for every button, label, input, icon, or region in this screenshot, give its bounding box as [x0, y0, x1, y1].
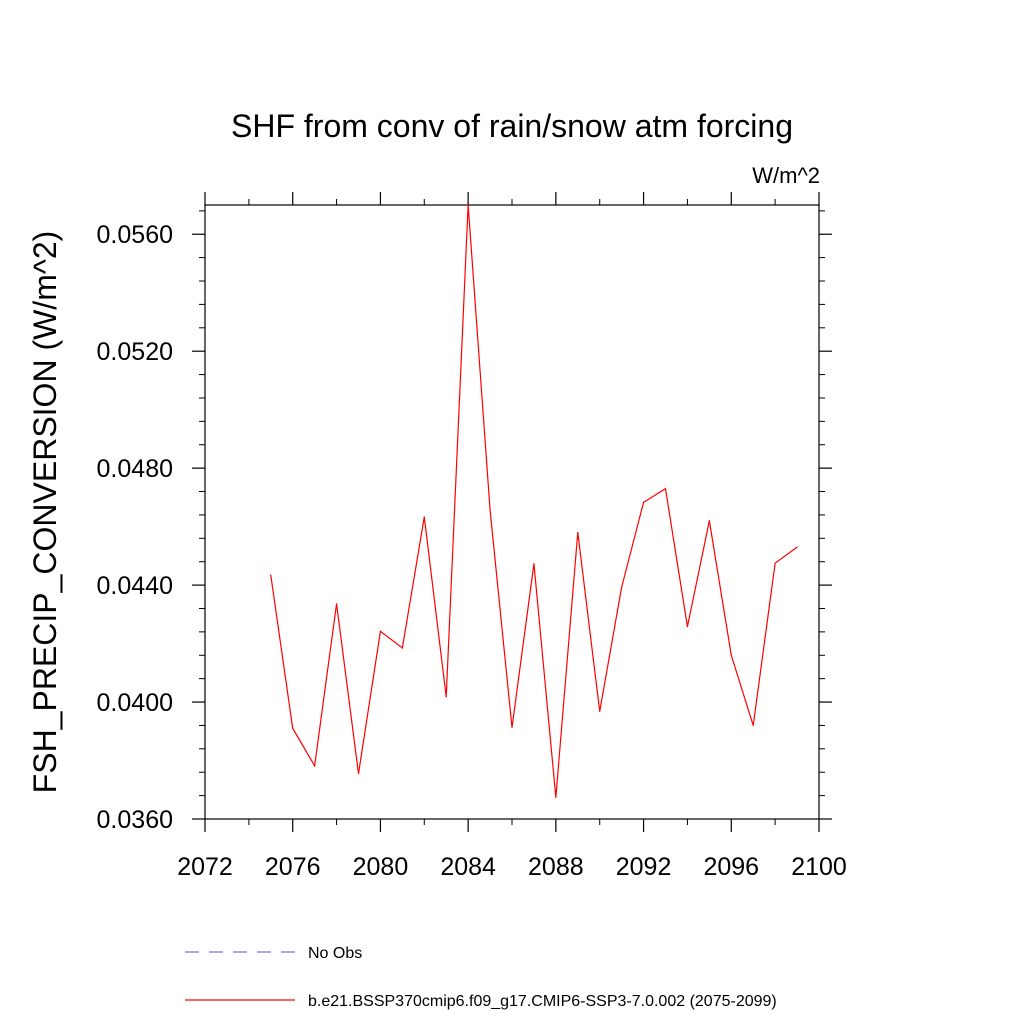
axis-ticks	[192, 192, 832, 832]
data-point	[730, 654, 732, 656]
data-point	[708, 520, 710, 522]
axis-tick-labels: 2072 2076 2080 2084 2088 2092 2096 2100 0.0360 0.…	[97, 221, 847, 881]
legend: No Obs b.e21.BSSP370cmip6.f09_g17.CMIP6-S…	[185, 945, 777, 1010]
data-point	[314, 765, 316, 767]
data-point	[489, 509, 491, 511]
x-tick-label: 2072	[177, 853, 233, 881]
data-point	[467, 204, 469, 206]
y-tick-label: 0.0360	[97, 806, 173, 834]
legend-label: No Obs	[308, 945, 362, 962]
data-point	[599, 710, 601, 713]
x-tick-label: 2100	[791, 853, 847, 881]
x-tick-label: 2092	[616, 853, 672, 881]
data-point	[423, 516, 425, 518]
y-tick-label: 0.0520	[97, 338, 173, 366]
data-point	[555, 796, 557, 798]
x-tick-label: 2096	[703, 853, 759, 881]
y-tick-label: 0.0440	[97, 572, 173, 600]
data-point	[664, 488, 667, 490]
chart-title: SHF from conv of rain/snow atm forcing	[231, 108, 793, 144]
data-point	[401, 647, 403, 649]
data-point	[577, 531, 579, 534]
data-point	[621, 586, 623, 588]
y-tick-label: 0.0560	[97, 221, 173, 249]
y-axis-title: FSH_PRECIP_CONVERSION (W/m^2)	[27, 231, 63, 794]
data-point	[445, 696, 447, 698]
x-tick-label: 2088	[528, 853, 584, 881]
data-point	[379, 630, 382, 632]
data-point	[642, 501, 645, 503]
data-point	[270, 574, 272, 576]
data-point	[752, 724, 754, 727]
data-point	[292, 727, 294, 729]
data-point	[533, 563, 535, 565]
legend-label: b.e21.BSSP370cmip6.f09_g17.CMIP6-SSP3-7.…	[308, 993, 777, 1010]
x-tick-label: 2084	[440, 853, 496, 881]
y-tick-label: 0.0480	[97, 455, 173, 483]
data-point	[796, 546, 798, 548]
units-label: W/m^2	[752, 163, 820, 188]
x-tick-label: 2076	[265, 853, 321, 881]
series-line	[270, 204, 798, 798]
data-point	[774, 562, 776, 564]
x-tick-label: 2080	[353, 853, 409, 881]
series-group	[270, 204, 798, 798]
data-point	[357, 773, 360, 775]
data-point	[686, 626, 689, 628]
data-point	[511, 726, 513, 729]
y-tick-label: 0.0400	[97, 689, 173, 717]
data-point	[335, 603, 338, 605]
